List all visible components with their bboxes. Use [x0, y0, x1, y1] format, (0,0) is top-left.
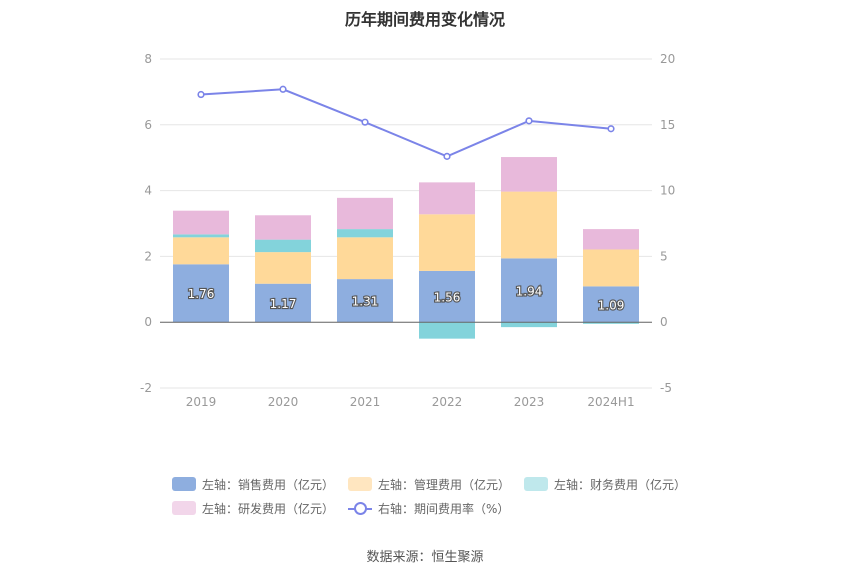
x-axis-tick-label: 2023 [514, 395, 545, 409]
right-axis-tick-label: 20 [660, 52, 675, 66]
bar-segment-2-2022 [419, 322, 475, 339]
bar-segment-0-2023 [501, 258, 557, 323]
right-axis-tick-label: -5 [660, 381, 672, 395]
bar-segment-3-2023 [501, 157, 557, 192]
legend-row-2: 左轴：研发费用（亿元） 右轴：期间费用率（%） [172, 496, 712, 520]
bar-segment-1-2021 [337, 237, 393, 280]
legend-label-expense-ratio: 右轴：期间费用率（%） [378, 501, 510, 516]
bar-segment-1-2022 [419, 214, 475, 271]
bar-segment-2-2020 [255, 239, 311, 253]
x-axis-tick-label: 2019 [186, 395, 217, 409]
bar-segment-3-2024H1 [583, 229, 639, 250]
expense-ratio-point-2022 [443, 152, 451, 160]
legend-swatch-sales [172, 477, 196, 491]
legend-swatch-finance [524, 477, 549, 491]
chart-title: 历年期间费用变化情况 [344, 10, 505, 29]
bar-segment-0-2024H1 [583, 286, 639, 323]
expense-ratio-point-2019 [197, 90, 205, 99]
expense-ratio-point-2024H1 [607, 125, 615, 133]
bar-data-label: 1.31 [352, 295, 379, 309]
bar-segment-2-2021 [337, 229, 393, 238]
legend-item-rnd[interactable]: 左轴：研发费用（亿元） [172, 500, 334, 517]
expense-ratio-point-2020 [279, 85, 287, 93]
bar-segment-0-2022 [419, 270, 475, 323]
data-source: 数据来源：恒生聚源 [366, 550, 484, 565]
legend-swatch-rnd [172, 501, 196, 515]
bar-segment-3-2021 [337, 197, 393, 230]
bar-segment-0-2020 [255, 283, 311, 323]
x-axis-tick-label: 2022 [432, 395, 463, 409]
right-axis-tick-label: 0 [660, 315, 668, 329]
bar-segment-1-2024H1 [583, 249, 639, 287]
bar-segment-2-2019 [173, 234, 229, 238]
x-axis-tick-label: 2024H1 [587, 395, 634, 409]
bar-segment-3-2022 [419, 182, 475, 215]
bar-data-label: 1.09 [598, 298, 625, 312]
bar-segment-0-2021 [337, 279, 393, 323]
expense-ratio-point-2021 [361, 118, 369, 126]
bar-data-label: 1.17 [270, 297, 297, 311]
expense-ratio-point-2023 [525, 117, 533, 125]
left-axis-tick-label: -2 [140, 381, 152, 395]
bar-data-label: 1.94 [516, 284, 543, 298]
left-axis-tick-label: 4 [144, 184, 152, 198]
legend-swatch-admin [348, 477, 373, 491]
right-axis-tick-label: 5 [660, 249, 668, 263]
legend-label-admin: 左轴：管理费用（亿元） [378, 477, 511, 492]
x-axis-tick-label: 2021 [350, 395, 381, 409]
expense-ratio-line [200, 88, 612, 158]
bar-segment-3-2019 [173, 210, 229, 235]
left-axis-tick-label: 8 [144, 52, 152, 66]
bar-segment-3-2020 [255, 215, 311, 240]
legend-line-marker-icon [348, 501, 373, 515]
bar-segment-2-2023 [501, 322, 557, 328]
legend-item-sales[interactable]: 左轴：销售费用（亿元） [172, 476, 334, 493]
bar-data-label: 1.56 [434, 291, 461, 305]
legend-item-finance[interactable]: 左轴：财务费用（亿元） [524, 476, 686, 493]
left-axis-tick-label: 2 [144, 249, 152, 263]
legend-item-expense-ratio[interactable]: 右轴：期间费用率（%） [348, 500, 509, 517]
bar-data-label: 1.76 [188, 287, 215, 301]
legend-label-sales: 左轴：销售费用（亿元） [202, 477, 335, 492]
legend-label-rnd: 左轴：研发费用（亿元） [202, 501, 335, 516]
legend-row-1: 左轴：销售费用（亿元） 左轴：管理费用（亿元） 左轴：财务费用（亿元） [172, 472, 712, 496]
legend-label-finance: 左轴：财务费用（亿元） [554, 477, 687, 492]
legend-item-admin[interactable]: 左轴：管理费用（亿元） [348, 476, 510, 493]
chart-legend: 左轴：销售费用（亿元） 左轴：管理费用（亿元） 左轴：财务费用（亿元） 左轴：研… [172, 472, 712, 520]
right-axis-tick-label: 10 [660, 184, 675, 198]
bar-segment-1-2019 [173, 237, 229, 265]
bar-segment-1-2023 [501, 191, 557, 259]
bar-segment-2-2024H1 [583, 322, 639, 324]
x-axis-tick-label: 2020 [268, 395, 299, 409]
bar-segment-1-2020 [255, 252, 311, 284]
left-axis-tick-label: 6 [144, 118, 152, 132]
left-axis-tick-label: 0 [144, 315, 152, 329]
bar-segment-0-2019 [173, 264, 229, 323]
right-axis-tick-label: 15 [660, 118, 675, 132]
